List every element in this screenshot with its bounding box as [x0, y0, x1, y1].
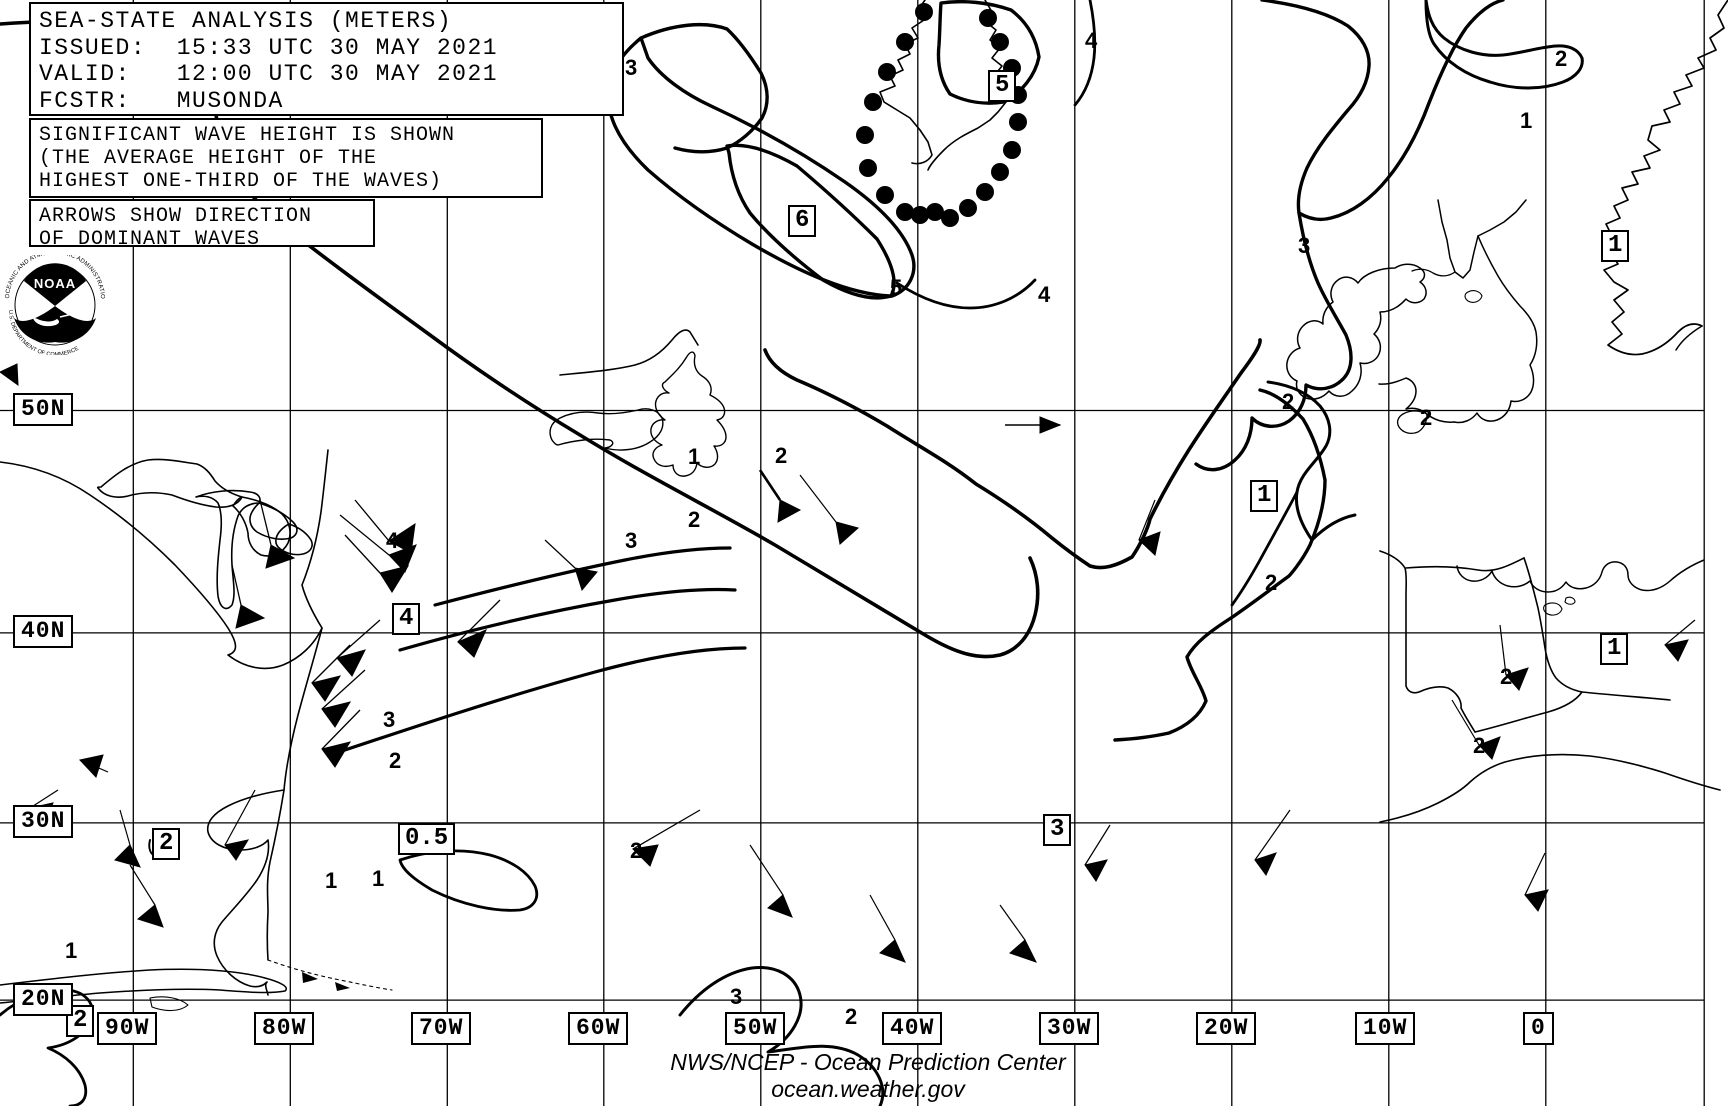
svg-text:2: 2	[1282, 389, 1294, 414]
svg-text:1: 1	[372, 866, 384, 891]
svg-text:2: 2	[1555, 46, 1567, 71]
svg-text:2: 2	[1500, 664, 1512, 689]
svg-text:NOAA: NOAA	[34, 276, 76, 291]
svg-text:3: 3	[383, 707, 395, 732]
svg-text:4: 4	[1085, 28, 1098, 53]
svg-text:2: 2	[1420, 405, 1432, 430]
svg-text:3: 3	[1298, 233, 1310, 258]
svg-text:1: 1	[688, 444, 700, 469]
svg-text:1: 1	[1520, 108, 1532, 133]
svg-text:2: 2	[775, 443, 787, 468]
svg-text:2: 2	[845, 1004, 857, 1029]
svg-text:4: 4	[386, 528, 399, 553]
svg-text:1: 1	[65, 938, 77, 963]
svg-text:2: 2	[1265, 570, 1277, 595]
svg-text:5: 5	[890, 275, 902, 300]
svg-text:3: 3	[625, 55, 637, 80]
svg-text:2: 2	[389, 748, 401, 773]
svg-text:4: 4	[1038, 282, 1051, 307]
svg-text:2: 2	[1473, 733, 1485, 758]
svg-text:2: 2	[688, 507, 700, 532]
svg-text:1: 1	[325, 868, 337, 893]
svg-text:3: 3	[625, 528, 637, 553]
svg-text:2: 2	[630, 838, 642, 863]
svg-text:3: 3	[730, 984, 742, 1009]
